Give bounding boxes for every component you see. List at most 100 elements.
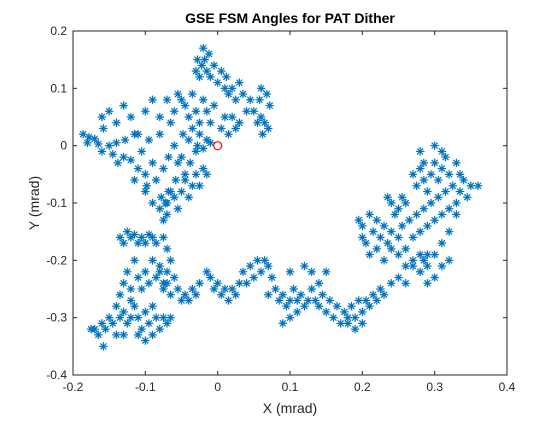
data-point bbox=[238, 89, 248, 99]
data-point bbox=[119, 152, 128, 162]
data-point bbox=[405, 216, 414, 225]
data-point bbox=[162, 198, 172, 208]
data-point bbox=[204, 49, 214, 59]
data-point bbox=[271, 284, 280, 294]
data-point bbox=[119, 101, 128, 110]
data-point bbox=[473, 181, 483, 190]
data-point bbox=[350, 324, 360, 334]
data-point bbox=[376, 284, 385, 294]
data-point bbox=[188, 89, 197, 99]
data-point bbox=[227, 284, 237, 294]
data-point bbox=[162, 95, 172, 104]
data-point bbox=[401, 244, 410, 254]
data-point bbox=[162, 319, 172, 328]
chart-title: GSE FSM Angles for PAT Dither bbox=[185, 10, 395, 26]
data-point bbox=[452, 198, 461, 208]
data-point bbox=[416, 250, 425, 259]
data-point bbox=[206, 138, 215, 147]
x-tick-label: -0.2 bbox=[63, 380, 84, 394]
data-point bbox=[151, 175, 161, 185]
data-point bbox=[141, 170, 150, 179]
data-point bbox=[101, 324, 110, 334]
data-point bbox=[180, 101, 190, 110]
data-point bbox=[148, 330, 157, 340]
data-point bbox=[202, 170, 212, 179]
data-point bbox=[130, 256, 139, 265]
data-point bbox=[184, 193, 193, 202]
y-axis-ticks: -0.4 -0.3 -0.2 -0.1 0 0.1 0.2 bbox=[46, 24, 507, 382]
data-point bbox=[137, 284, 146, 294]
data-point bbox=[336, 319, 345, 328]
data-point bbox=[144, 135, 154, 145]
data-point bbox=[141, 107, 150, 116]
data-point bbox=[441, 152, 450, 162]
data-point bbox=[227, 112, 237, 122]
data-point bbox=[166, 118, 175, 127]
data-point bbox=[401, 261, 410, 271]
data-point bbox=[119, 279, 128, 288]
data-point bbox=[162, 267, 172, 276]
data-point bbox=[126, 313, 136, 322]
data-point bbox=[423, 261, 432, 271]
data-point bbox=[148, 198, 157, 208]
data-point bbox=[358, 319, 367, 328]
data-point bbox=[412, 210, 421, 219]
data-point bbox=[394, 233, 403, 242]
data-point bbox=[155, 324, 164, 334]
data-point bbox=[159, 164, 168, 173]
data-point bbox=[148, 302, 157, 311]
data-point bbox=[401, 279, 410, 288]
data-point bbox=[193, 55, 202, 64]
data-point bbox=[178, 130, 188, 139]
y-axis-label: Y (mrad) bbox=[26, 176, 42, 230]
data-point bbox=[249, 273, 259, 282]
data-point bbox=[195, 181, 204, 190]
data-point bbox=[347, 302, 356, 311]
data-point bbox=[430, 216, 439, 225]
data-point bbox=[83, 138, 92, 147]
data-point bbox=[430, 158, 439, 168]
data-point bbox=[108, 150, 117, 159]
data-point bbox=[390, 210, 400, 219]
data-point bbox=[155, 267, 164, 276]
x-tick-label: 0.4 bbox=[499, 380, 516, 394]
data-point bbox=[166, 290, 175, 299]
data-point bbox=[157, 193, 166, 202]
data-point bbox=[151, 238, 161, 248]
data-point bbox=[260, 256, 269, 265]
data-point bbox=[104, 313, 114, 322]
data-point bbox=[253, 256, 262, 265]
data-point bbox=[246, 261, 255, 271]
data-point bbox=[112, 118, 121, 127]
data-point bbox=[155, 130, 164, 139]
data-point bbox=[408, 233, 418, 242]
data-point bbox=[123, 227, 132, 236]
data-point bbox=[423, 187, 432, 196]
data-point bbox=[220, 84, 230, 93]
data-point bbox=[372, 296, 381, 305]
data-point bbox=[444, 256, 454, 265]
data-point bbox=[133, 130, 143, 139]
data-point bbox=[112, 330, 121, 340]
data-point bbox=[426, 170, 436, 179]
data-point bbox=[256, 267, 266, 276]
data-point bbox=[119, 330, 128, 340]
data-point bbox=[164, 187, 173, 196]
data-point bbox=[217, 124, 226, 133]
data-point bbox=[426, 198, 436, 208]
data-point bbox=[394, 204, 403, 213]
data-point bbox=[108, 319, 117, 328]
y-tick-label: -0.2 bbox=[46, 253, 67, 267]
data-point bbox=[383, 238, 392, 248]
data-point bbox=[164, 152, 173, 162]
data-point bbox=[133, 164, 143, 173]
data-point bbox=[434, 175, 443, 185]
data-point bbox=[264, 261, 273, 271]
data-point bbox=[358, 221, 367, 231]
x-tick-label: 0.3 bbox=[426, 380, 443, 394]
data-point bbox=[193, 141, 202, 150]
origin-marker bbox=[213, 141, 223, 151]
data-point bbox=[394, 273, 403, 282]
data-point bbox=[148, 95, 157, 104]
